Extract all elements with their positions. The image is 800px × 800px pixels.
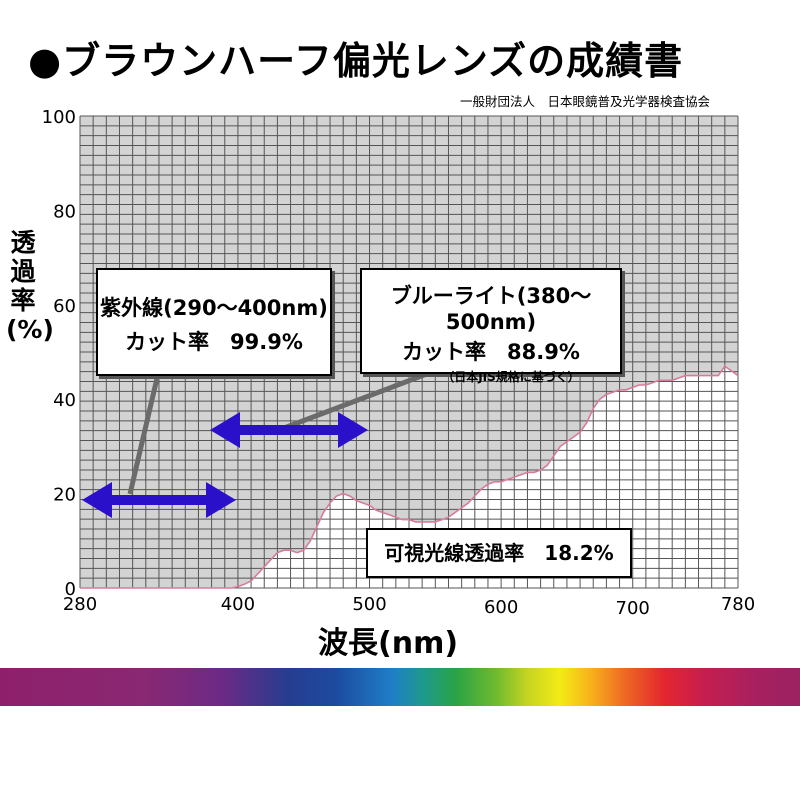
organization-name: 一般財団法人 日本眼鏡普及光学器検査協会 (460, 94, 711, 109)
y-tick-label: 60 (53, 296, 76, 317)
y-tick-label: 20 (53, 485, 76, 506)
page-title: ●ブラウンハーフ偏光レンズの成績書 (28, 39, 684, 83)
y-tick-label: 0 (65, 579, 76, 600)
y-axis-ticks: 0 20 40 60 80 100 (42, 107, 76, 600)
y-tick-label: 80 (53, 201, 76, 222)
y-tick-label: 40 (53, 390, 76, 411)
x-tick-label: 600 (484, 597, 518, 618)
transmittance-curve (80, 365, 739, 589)
uv-callout-rate: カット率 99.9% (125, 330, 303, 354)
bluelight-pointer-line (283, 369, 433, 431)
visible-light-callout: 可視光線透過率 18.2% (366, 528, 632, 578)
bluelight-range-arrow (210, 412, 368, 448)
arrows (82, 369, 433, 518)
y-tick-label: 100 (42, 107, 76, 128)
bluelight-callout-note: （日本JIS規格に基づく） (442, 370, 580, 384)
bluelight-callout-rate: カット率 88.9% (402, 340, 580, 364)
x-tick-label: 400 (221, 594, 255, 615)
bluelight-callout: ブルーライト(380～500nm) カット率 88.9% （日本JIS規格に基づ… (360, 268, 622, 384)
x-tick-label: 700 (616, 598, 650, 619)
x-tick-label: 500 (352, 594, 386, 615)
x-tick-label: 280 (63, 594, 97, 615)
color-spectrum-bar (0, 668, 800, 706)
uv-pointer-line (127, 373, 161, 495)
x-tick-label: 780 (721, 594, 755, 615)
x-axis-label: 波長(nm) (318, 626, 459, 661)
uv-range-arrow (82, 482, 236, 518)
bluelight-callout-title: ブルーライト(380～500nm) (390, 284, 592, 334)
uv-callout-title: 紫外線(290～400nm) (100, 296, 328, 320)
y-axis-label: 透過率(%) (6, 228, 54, 344)
uv-callout: 紫外線(290～400nm) カット率 99.9% (96, 268, 332, 376)
x-axis-ticks: 280 400 500 600 700 780 (63, 594, 755, 619)
